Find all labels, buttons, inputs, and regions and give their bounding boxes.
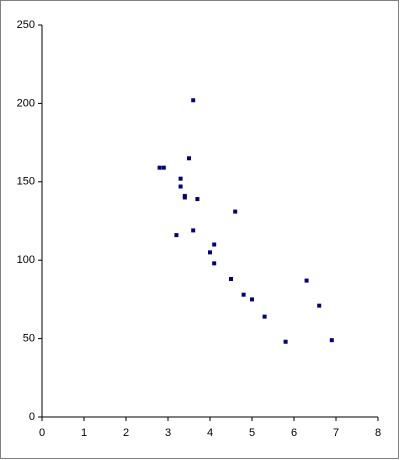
point [212,242,217,247]
x-tick-label: 5 [249,427,255,439]
point [174,233,179,238]
y-tick-label: 200 [17,97,35,109]
x-tick-label: 6 [291,427,297,439]
point [283,339,288,344]
y-tick-label: 150 [17,176,35,188]
y-tick-label: 50 [23,333,35,345]
point [233,209,238,214]
point [241,292,246,297]
x-tick-label: 3 [165,427,171,439]
x-tick-label: 8 [375,427,381,439]
point [262,314,267,319]
y-tick-label: 250 [17,19,35,31]
point [304,278,309,283]
point [212,261,217,266]
y-tick-label: 100 [17,254,35,266]
point [250,297,254,302]
x-tick-label: 2 [123,427,129,439]
point [187,156,191,161]
point [191,228,196,233]
point [329,338,334,343]
point [182,195,187,200]
point [195,197,200,202]
x-tick-label: 4 [207,427,213,439]
x-tick-label: 7 [333,427,339,439]
point [191,98,196,103]
point [161,165,166,170]
point [157,165,162,170]
point [178,184,183,189]
point [178,176,183,181]
y-tick-label: 0 [29,411,35,423]
point [229,277,233,282]
x-tick-label: 1 [81,427,87,439]
point [208,250,212,255]
point [317,303,322,308]
x-tick-label: 0 [39,427,45,439]
